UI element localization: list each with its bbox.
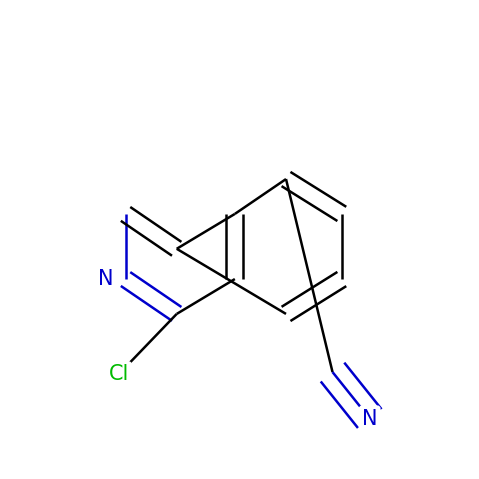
Text: Cl: Cl: [108, 365, 129, 384]
Text: N: N: [362, 409, 377, 429]
Text: N: N: [98, 269, 114, 289]
